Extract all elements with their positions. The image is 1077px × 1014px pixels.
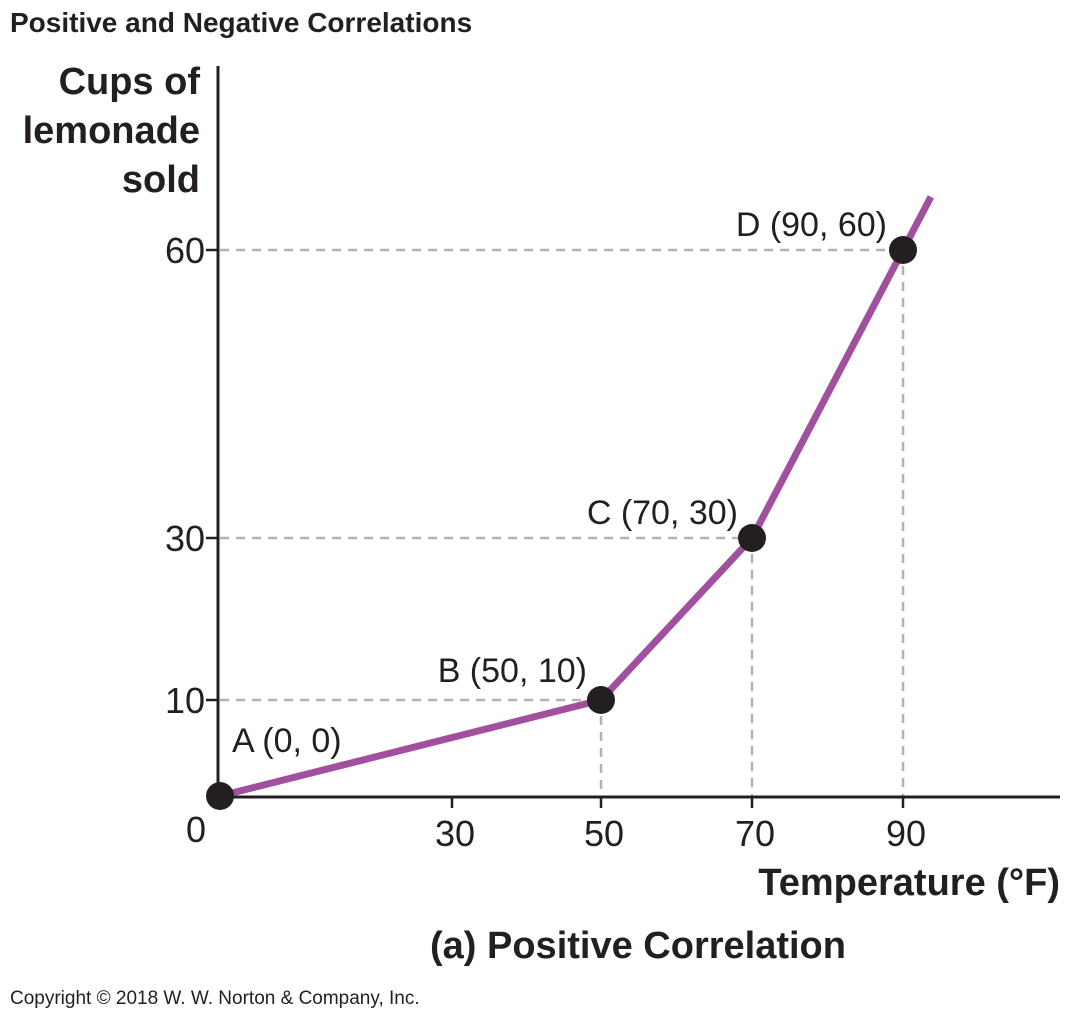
reference-lines	[220, 248, 905, 796]
y-axis-label-line-1: Cups of	[59, 61, 201, 103]
data-point	[587, 686, 615, 714]
markers	[206, 236, 917, 810]
point-label: A (0, 0)	[232, 722, 342, 760]
ticks: 30 50 70 90 10 30 60	[165, 230, 926, 854]
origin-label: 0	[186, 809, 206, 850]
axes	[216, 66, 1060, 799]
point-label: D (90, 60)	[736, 206, 887, 244]
y-tick-label: 30	[165, 518, 205, 559]
x-tick-label: 70	[735, 813, 775, 854]
point-labels: A (0, 0) B (50, 10) C (70, 30) D (90, 60)	[232, 206, 887, 760]
chart-caption: (a) Positive Correlation	[430, 925, 846, 967]
x-tick-label: 90	[886, 813, 926, 854]
data-point	[738, 524, 766, 552]
x-tick-label: 50	[584, 813, 624, 854]
data-point	[206, 782, 234, 810]
y-axis-label-line-3: sold	[122, 159, 200, 201]
y-tick-label: 60	[165, 230, 205, 271]
page-title: Positive and Negative Correlations	[10, 7, 472, 38]
point-label: B (50, 10)	[438, 652, 587, 690]
copyright: Copyright © 2018 W. W. Norton & Company,…	[10, 988, 420, 1009]
x-axis-label: Temperature (°F)	[758, 862, 1060, 904]
series-group	[219, 195, 934, 800]
series-line	[219, 195, 934, 800]
x-tick-label: 30	[435, 813, 475, 854]
y-axis-label-line-2: lemonade	[23, 110, 200, 152]
data-point	[889, 236, 917, 264]
y-tick-label: 10	[165, 680, 205, 721]
point-label: C (70, 30)	[587, 494, 738, 532]
